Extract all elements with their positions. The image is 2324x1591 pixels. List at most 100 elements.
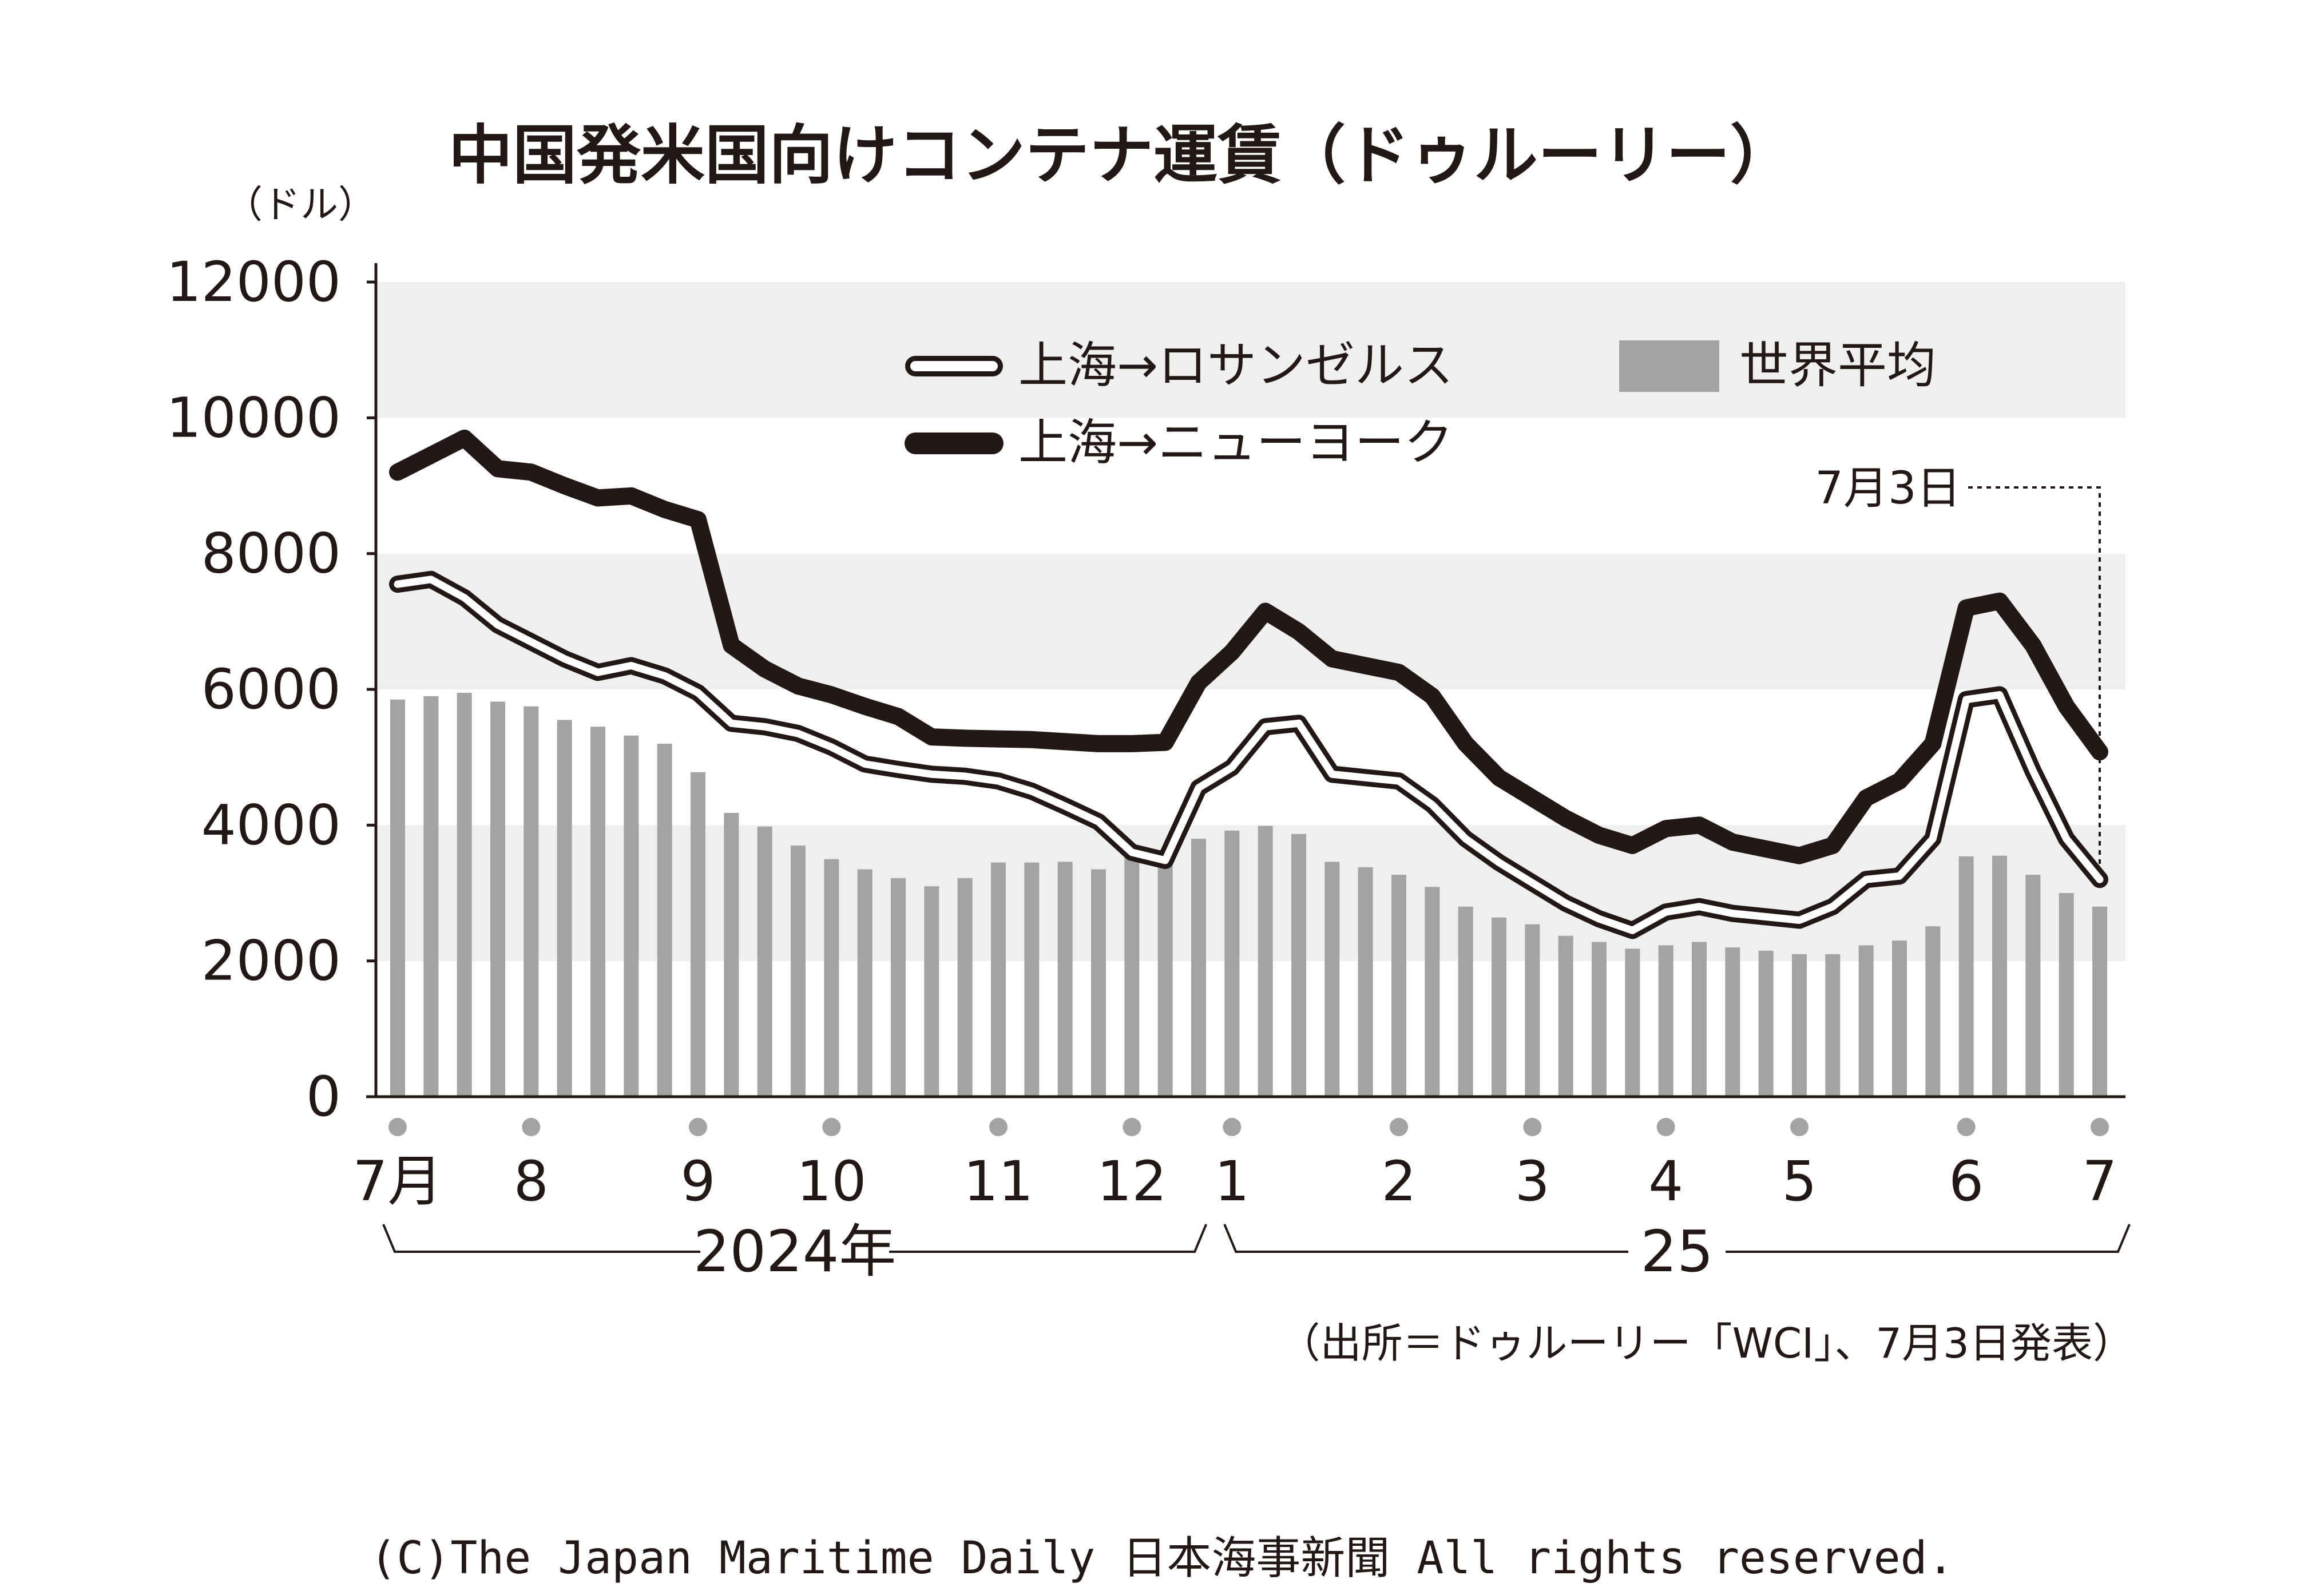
bar-7 — [624, 735, 639, 1097]
year-bracket-right-1 — [1726, 1224, 2131, 1253]
copyright-notice: (C)The Japan Maritime Daily 日本海事新聞 All r… — [370, 1533, 1954, 1584]
bar-44 — [1858, 945, 1874, 1097]
x-tick-label-5: 12 — [1097, 1149, 1167, 1213]
x-tick-label-7: 2 — [1381, 1149, 1416, 1213]
bar-12 — [791, 845, 806, 1097]
bar-0 — [390, 699, 405, 1097]
legend-label-ny: 上海→ニューヨーク — [1018, 414, 1453, 471]
bar-13 — [824, 859, 839, 1097]
y-tick-label-8000: 8000 — [201, 522, 341, 586]
x-tick-label-9: 4 — [1648, 1149, 1683, 1213]
x-tick-dot-2 — [689, 1118, 707, 1136]
y-tick-label-12000: 12000 — [166, 250, 341, 314]
y-axis-ticks: 0 2000 4000 6000 8000 10000 12000 — [166, 250, 376, 1129]
legend-item-world: 世界平均 — [1619, 337, 1936, 394]
bar-14 — [857, 869, 873, 1097]
x-tick-label-4: 11 — [963, 1149, 1033, 1213]
x-tick-dot-5 — [1123, 1118, 1141, 1136]
bar-42 — [1792, 954, 1807, 1097]
x-tick-label-6: 1 — [1215, 1149, 1250, 1213]
x-tick-dot-9 — [1656, 1118, 1675, 1136]
bar-25 — [1224, 830, 1240, 1097]
bar-19 — [1024, 862, 1040, 1097]
bar-33 — [1492, 917, 1506, 1097]
legend: 上海→ロサンゼルス 上海→ニューヨーク 世界平均 — [905, 337, 1936, 471]
bar-46 — [1925, 926, 1941, 1097]
bar-8 — [657, 743, 672, 1097]
line-ny — [389, 429, 2108, 864]
bar-28 — [1324, 862, 1340, 1097]
bar-22 — [1124, 854, 1140, 1097]
x-tick-dot-1 — [522, 1118, 541, 1136]
bar-49 — [2025, 874, 2041, 1097]
chart-title: 中国発米国向けコンテナ運賃（ドゥルーリー） — [449, 118, 1794, 193]
bar-27 — [1291, 834, 1306, 1097]
x-tick-dot-8 — [1523, 1118, 1542, 1136]
year-label-1: 25 — [1640, 1218, 1713, 1285]
bar-36 — [1592, 942, 1607, 1097]
year-brackets: 2024年 25 — [382, 1218, 2131, 1285]
line-series-group — [389, 429, 2108, 939]
y-tick-label-0: 0 — [306, 1065, 341, 1129]
date-annotation-label: 7月3日 — [1815, 463, 1961, 514]
bar-21 — [1091, 869, 1106, 1097]
bar-4 — [524, 706, 539, 1097]
bar-10 — [724, 812, 739, 1097]
x-tick-label-0: 7月 — [352, 1149, 442, 1213]
x-tick-dot-12 — [2091, 1118, 2109, 1136]
year-bracket-right-0 — [889, 1224, 1208, 1253]
y-axis-unit: （ドル） — [225, 182, 376, 227]
year-label-0: 2024年 — [693, 1218, 897, 1285]
bar-1 — [423, 696, 439, 1097]
bar-39 — [1692, 942, 1707, 1097]
bar-3 — [490, 701, 505, 1097]
bar-18 — [991, 862, 1006, 1097]
date-annotation: 7月3日 — [1815, 463, 2101, 866]
bar-15 — [891, 878, 906, 1097]
bar-31 — [1425, 887, 1440, 1097]
bar-series-world-average — [390, 692, 2107, 1097]
x-tick-dot-0 — [388, 1118, 407, 1136]
bar-34 — [1525, 924, 1540, 1097]
bar-50 — [2059, 893, 2074, 1097]
bar-32 — [1458, 906, 1473, 1097]
bar-29 — [1358, 867, 1373, 1097]
date-annotation-leader — [1968, 486, 2101, 866]
x-tick-dot-11 — [1957, 1118, 1976, 1136]
x-tick-dot-7 — [1390, 1118, 1408, 1136]
bar-2 — [457, 692, 472, 1097]
x-tick-dot-10 — [1790, 1118, 1809, 1136]
bar-23 — [1157, 855, 1173, 1097]
bar-38 — [1658, 945, 1673, 1097]
x-tick-label-11: 6 — [1949, 1149, 1984, 1213]
bar-51 — [2092, 906, 2107, 1097]
year-bracket-left-1 — [1223, 1224, 1629, 1253]
bar-26 — [1258, 826, 1273, 1097]
x-tick-dot-4 — [989, 1118, 1008, 1136]
x-tick-label-8: 3 — [1515, 1149, 1550, 1213]
x-tick-dot-3 — [822, 1118, 841, 1136]
x-tick-label-2: 9 — [680, 1149, 715, 1213]
bar-20 — [1057, 862, 1073, 1097]
y-tick-label-6000: 6000 — [201, 657, 341, 721]
bar-41 — [1758, 950, 1774, 1097]
y-tick-label-4000: 4000 — [201, 793, 341, 857]
x-tick-label-3: 10 — [796, 1149, 866, 1213]
legend-label-la: 上海→ロサンゼルス — [1018, 337, 1453, 394]
bar-40 — [1725, 947, 1740, 1097]
source-note: （出所＝ドゥルーリー「WCI」、7月3日発表） — [1279, 1319, 2134, 1367]
legend-item-la: 上海→ロサンゼルス — [905, 337, 1453, 394]
bar-11 — [757, 826, 772, 1097]
x-tick-label-10: 5 — [1782, 1149, 1817, 1213]
bar-24 — [1191, 839, 1206, 1097]
bar-47 — [1958, 856, 1974, 1097]
bar-16 — [924, 886, 939, 1097]
legend-label-world: 世界平均 — [1739, 337, 1936, 394]
bar-5 — [557, 720, 572, 1097]
year-bracket-left-0 — [382, 1224, 701, 1253]
bar-35 — [1558, 935, 1573, 1097]
x-tick-dot-6 — [1223, 1118, 1242, 1136]
y-tick-label-2000: 2000 — [201, 929, 341, 993]
x-tick-label-1: 8 — [514, 1149, 549, 1213]
x-axis-ticks: 7月 8 9 10 11 12 1 2 3 4 5 6 7 — [352, 1118, 2117, 1213]
